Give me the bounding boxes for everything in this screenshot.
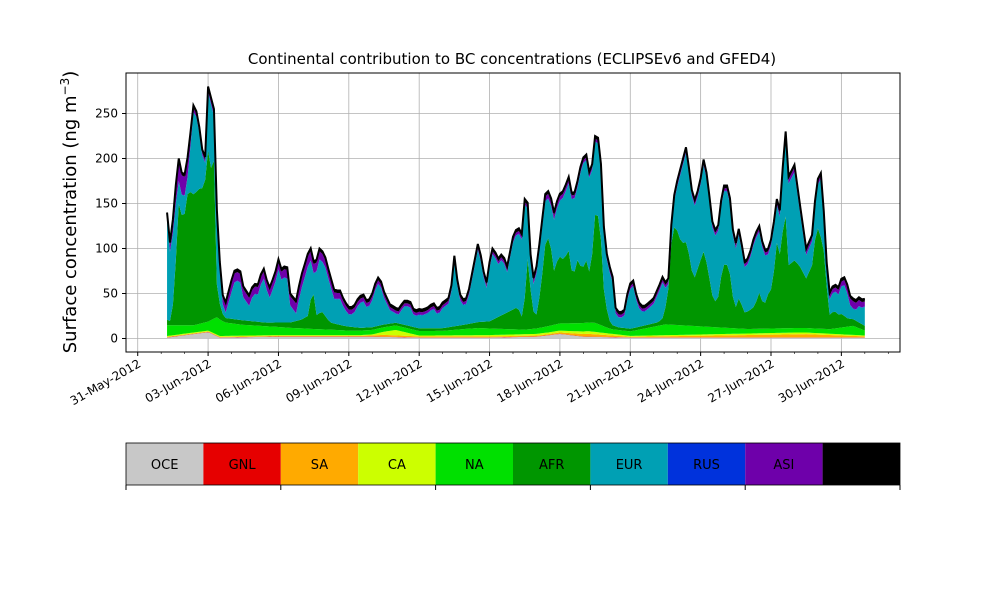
legend-swatch-na (435, 443, 513, 485)
x-tick-label: 12-Jun-2012 (354, 356, 425, 405)
y-axis-label-main: Surface concentration (ng m (60, 95, 81, 353)
total-line (166, 86, 865, 313)
x-tick-label: 06-Jun-2012 (213, 356, 284, 405)
legend-swatch-oce (126, 443, 204, 485)
legend-frame (125, 442, 901, 486)
y-tick-label: 50 (103, 287, 118, 301)
legend-swatch-rus (667, 443, 746, 485)
legend-label-oce: OCE (151, 458, 179, 473)
legend-swatch-eur (590, 443, 668, 485)
legend-label-sa: SA (311, 458, 328, 473)
x-tick-label: 09-Jun-2012 (283, 356, 354, 405)
legend-swatch-sa (280, 443, 359, 485)
area-sa (167, 331, 865, 338)
chart-title: Continental contribution to BC concentra… (248, 50, 776, 68)
x-tick-label: 03-Jun-2012 (143, 356, 214, 405)
legend-swatch-aus (822, 443, 900, 485)
y-axis-label-close: ) (60, 71, 81, 78)
legend-label-asi: ASI (773, 458, 794, 473)
y-axis-label-exponent: −3 (58, 78, 72, 96)
legend-label-rus: RUS (693, 458, 720, 473)
legend-label-gnl: GNL (229, 458, 257, 473)
area-na (167, 317, 865, 336)
legend-label-aus: AUS (848, 458, 875, 473)
area-ca (167, 329, 865, 337)
x-tick-label: 27-Jun-2012 (706, 356, 777, 405)
y-tick-label: 100 (95, 242, 118, 256)
legend-swatch-asi (745, 443, 823, 485)
legend-label-ca: CA (388, 458, 406, 473)
y-axis-label: Surface concentration (ng m−3) (58, 71, 81, 354)
x-tick-label: 31-May-2012 (68, 356, 143, 408)
area-eur (167, 92, 865, 329)
legend-label-eur: EUR (616, 458, 643, 473)
plot-area: 0 50 100 150 200 250 31-May-2012 03-Jun-2012 06-… (58, 71, 901, 408)
x-tick-label: 24-Jun-2012 (635, 356, 706, 405)
legend-label-afr: AFR (539, 458, 564, 473)
y-tick-label: 200 (95, 152, 118, 166)
legend-swatch-afr (513, 443, 591, 485)
x-tick-label: 30-Jun-2012 (776, 356, 847, 405)
legend-label-na: NA (465, 458, 484, 473)
area-oce (167, 332, 865, 339)
y-tick-label: 0 (110, 332, 118, 346)
legend-swatch-ca (358, 443, 436, 485)
legend-colorbar: OCE GNL SA CA NA AFR EUR RUS ASI AUS (125, 442, 901, 490)
area-afr (167, 150, 865, 332)
y-tick-label: 250 (95, 107, 118, 121)
x-tick-label: 21-Jun-2012 (565, 356, 636, 405)
x-tick-label: 15-Jun-2012 (424, 356, 495, 405)
x-tick-label: 18-Jun-2012 (494, 356, 565, 405)
y-tick-label: 150 (95, 197, 118, 211)
legend-swatch-gnl (203, 443, 281, 485)
